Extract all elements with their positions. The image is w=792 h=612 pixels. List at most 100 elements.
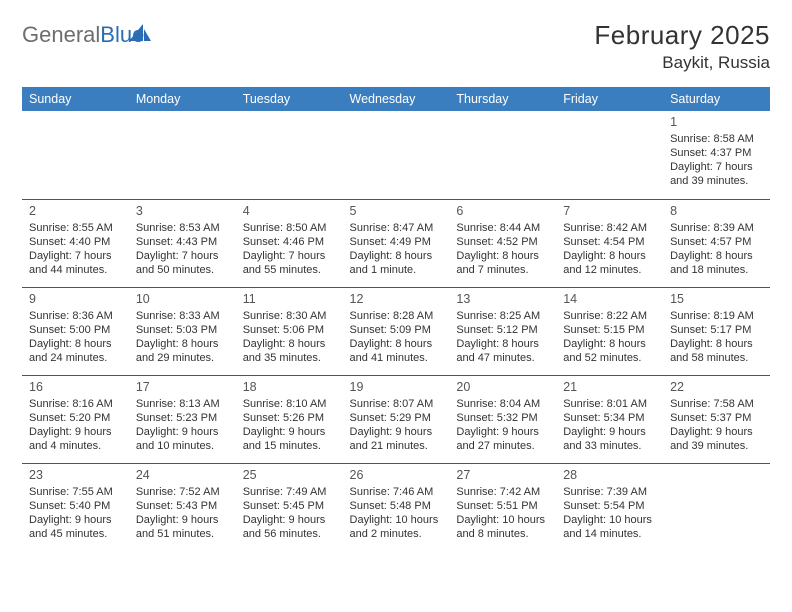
day-number: 15 <box>670 291 763 307</box>
daylight-text: Daylight: 8 hours and 41 minutes. <box>350 337 443 365</box>
daylight-text: Daylight: 8 hours and 12 minutes. <box>563 249 656 277</box>
day-number: 12 <box>350 291 443 307</box>
sunset-text: Sunset: 5:00 PM <box>29 323 122 337</box>
day-number: 4 <box>243 203 336 219</box>
day-number: 1 <box>670 114 763 130</box>
calendar-cell: 7Sunrise: 8:42 AMSunset: 4:54 PMDaylight… <box>556 199 663 287</box>
logo-text: GeneralBlue <box>22 22 144 48</box>
day-number: 24 <box>136 467 229 483</box>
calendar-cell: 14Sunrise: 8:22 AMSunset: 5:15 PMDayligh… <box>556 287 663 375</box>
weekday-header: Monday <box>129 87 236 111</box>
day-number: 8 <box>670 203 763 219</box>
sunrise-text: Sunrise: 8:28 AM <box>350 309 443 323</box>
calendar-cell: 25Sunrise: 7:49 AMSunset: 5:45 PMDayligh… <box>236 463 343 551</box>
sunset-text: Sunset: 4:40 PM <box>29 235 122 249</box>
calendar-cell: 13Sunrise: 8:25 AMSunset: 5:12 PMDayligh… <box>449 287 556 375</box>
logo-text-grey: General <box>22 22 100 47</box>
sunset-text: Sunset: 5:54 PM <box>563 499 656 513</box>
day-number: 3 <box>136 203 229 219</box>
calendar-cell: 9Sunrise: 8:36 AMSunset: 5:00 PMDaylight… <box>22 287 129 375</box>
sail-icon <box>129 23 151 43</box>
day-number: 5 <box>350 203 443 219</box>
calendar-cell: 24 Sunrise: 7:52 AMSunset: 5:43 PMDayligh… <box>129 463 236 551</box>
calendar-row: 16 Sunrise: 8:16 AMSunset: 5:20 PM Dayligh… <box>22 375 770 463</box>
calendar-cell: 17Sunrise: 8:13 AMSunset: 5:23 PMDayligh… <box>129 375 236 463</box>
daylight-text: Daylight: 8 hours and 52 minutes. <box>563 337 656 365</box>
daylight-text: Daylight: 8 hours and 35 minutes. <box>243 337 336 365</box>
day-number: 23 <box>29 467 122 483</box>
daylight-text: Daylight: 8 hours and 24 minutes. <box>29 337 122 365</box>
sunrise-text: Sunrise: 7:52 AM <box>136 485 229 499</box>
sunrise-text: Sunrise: 8:07 AM <box>350 397 443 411</box>
sunset-text: Sunset: 5:29 PM <box>350 411 443 425</box>
daylight-text: Daylight: 7 hours and 44 minutes. <box>29 249 122 277</box>
sunset-text: Sunset: 5:43 PM <box>136 499 229 513</box>
sunset-text: Sunset: 5:45 PM <box>243 499 336 513</box>
sunrise-text: Sunrise: 8:33 AM <box>136 309 229 323</box>
calendar-cell: 27Sunrise: 7:42 AMSunset: 5:51 PMDayligh… <box>449 463 556 551</box>
calendar-cell <box>129 111 236 199</box>
day-number: 17 <box>136 379 229 395</box>
sunrise-text: Sunrise: 8:44 AM <box>456 221 549 235</box>
sunrise-text: Sunrise: 8:01 AM <box>563 397 656 411</box>
day-number: 2 <box>29 203 122 219</box>
sunset-text: Sunset: 4:57 PM <box>670 235 763 249</box>
sunrise-text: Sunrise: 8:30 AM <box>243 309 336 323</box>
sunset-text: Sunset: 5:17 PM <box>670 323 763 337</box>
sunset-text: Sunset: 5:15 PM <box>563 323 656 337</box>
location: Baykit, Russia <box>594 53 770 73</box>
sunrise-text: Sunrise: 8:16 AM <box>29 397 122 411</box>
day-number: 16 <box>29 379 122 395</box>
sunrise-text: Sunrise: 8:58 AM <box>670 132 763 146</box>
sunset-text: Sunset: 5:20 PM <box>29 411 122 425</box>
day-number: 18 <box>243 379 336 395</box>
sunset-text: Sunset: 5:37 PM <box>670 411 763 425</box>
daylight-text: Daylight: 9 hours and 27 minutes. <box>456 425 549 453</box>
daylight-text: Daylight: 9 hours and 51 minutes. <box>136 513 229 541</box>
calendar-cell <box>343 111 450 199</box>
calendar-cell <box>663 463 770 551</box>
sunrise-text: Sunrise: 8:47 AM <box>350 221 443 235</box>
sunset-text: Sunset: 5:40 PM <box>29 499 122 513</box>
calendar-cell <box>556 111 663 199</box>
sunrise-text: Sunrise: 7:39 AM <box>563 485 656 499</box>
calendar-cell: 15Sunrise: 8:19 AMSunset: 5:17 PMDayligh… <box>663 287 770 375</box>
calendar-cell: 11Sunrise: 8:30 AMSunset: 5:06 PMDayligh… <box>236 287 343 375</box>
calendar-cell: 20Sunrise: 8:04 AMSunset: 5:32 PMDayligh… <box>449 375 556 463</box>
day-number: 7 <box>563 203 656 219</box>
daylight-text: Daylight: 9 hours and 56 minutes. <box>243 513 336 541</box>
calendar-cell: 16Sunrise: 8:16 AMSunset: 5:20 PMDayligh… <box>22 375 129 463</box>
calendar-row: 9Sunrise: 8:36 AMSunset: 5:00 PMDaylight… <box>22 287 770 375</box>
sunset-text: Sunset: 4:52 PM <box>456 235 549 249</box>
sunrise-text: Sunrise: 8:55 AM <box>29 221 122 235</box>
weekday-header: Sunday <box>22 87 129 111</box>
sunrise-text: Sunrise: 7:55 AM <box>29 485 122 499</box>
daylight-text: Daylight: 9 hours and 45 minutes. <box>29 513 122 541</box>
daylight-text: Daylight: 8 hours and 1 minute. <box>350 249 443 277</box>
daylight-text: Daylight: 8 hours and 29 minutes. <box>136 337 229 365</box>
calendar-cell: 28Sunrise: 7:39 AMSunset: 5:54 PMDayligh… <box>556 463 663 551</box>
sunset-text: Sunset: 5:48 PM <box>350 499 443 513</box>
calendar-cell: 8Sunrise: 8:39 AMSunset: 4:57 PMDaylight… <box>663 199 770 287</box>
sunset-text: Sunset: 4:54 PM <box>563 235 656 249</box>
day-number: 20 <box>456 379 549 395</box>
sunset-text: Sunset: 5:23 PM <box>136 411 229 425</box>
day-number: 25 <box>243 467 336 483</box>
weekday-header: Saturday <box>663 87 770 111</box>
daylight-text: Daylight: 8 hours and 7 minutes. <box>456 249 549 277</box>
day-number: 19 <box>350 379 443 395</box>
weekday-header: Friday <box>556 87 663 111</box>
calendar-row: 23Sunrise: 7:55 AMSunset: 5:40 PMDayligh… <box>22 463 770 551</box>
calendar: Sunday Monday Tuesday Wednesday Thursday… <box>22 87 770 551</box>
sunrise-text: Sunrise: 8:22 AM <box>563 309 656 323</box>
sunset-text: Sunset: 4:49 PM <box>350 235 443 249</box>
sunset-text: Sunset: 5:12 PM <box>456 323 549 337</box>
calendar-cell <box>449 111 556 199</box>
day-number: 22 <box>670 379 763 395</box>
sunrise-text: Sunrise: 7:46 AM <box>350 485 443 499</box>
weekday-header: Tuesday <box>236 87 343 111</box>
sunrise-text: Sunrise: 8:04 AM <box>456 397 549 411</box>
daylight-text: Daylight: 10 hours and 14 minutes. <box>563 513 656 541</box>
day-number: 13 <box>456 291 549 307</box>
sunset-text: Sunset: 5:06 PM <box>243 323 336 337</box>
